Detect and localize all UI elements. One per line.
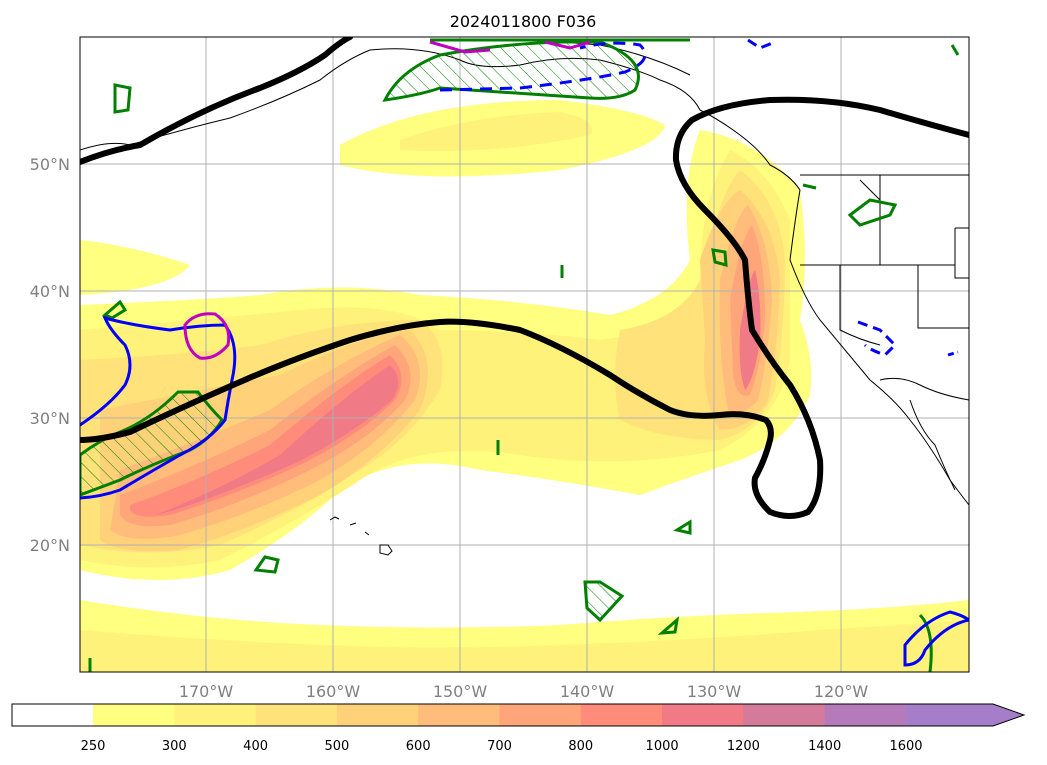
lon-tick-label: 140°W — [560, 682, 615, 701]
colorbar-tick-label: 700 — [487, 739, 512, 754]
magenta-contours — [183, 40, 591, 360]
colorbar-swatch — [255, 704, 338, 726]
lat-tick-label: 40°N — [30, 282, 70, 301]
colorbar-tick-label: 500 — [324, 739, 349, 754]
gridlines — [80, 37, 969, 672]
colorbar-tick-label: 600 — [406, 739, 431, 754]
lon-tick-label: 130°W — [687, 682, 742, 701]
colorbar-swatch — [336, 704, 419, 726]
colorbar-swatch — [174, 704, 257, 726]
lon-tick-label: 150°W — [433, 682, 488, 701]
colorbar-tick-label: 1600 — [889, 739, 922, 754]
map-area — [80, 37, 969, 672]
colorbar-tick-label: 800 — [568, 739, 593, 754]
colorbar-swatch — [499, 704, 582, 726]
map-frame — [79, 36, 970, 673]
map-title: 2024011800 F036 — [450, 12, 597, 31]
lon-tick-label: 120°W — [814, 682, 869, 701]
lat-tick-label: 50°N — [30, 155, 70, 174]
colorbar-swatch — [12, 704, 94, 726]
colorbar: 250 300 400 500 600 700 800 1000 1200 1400 1600 — [11, 703, 1026, 754]
lat-tick-label: 20°N — [30, 536, 70, 555]
colorbar-tick-label: 400 — [243, 739, 268, 754]
colorbar-swatch — [662, 704, 744, 726]
ivt-shading — [80, 100, 969, 672]
colorbar-swatch — [418, 704, 500, 726]
colorbar-tick-label: 1200 — [727, 739, 760, 754]
colorbar-tick-label: 300 — [162, 739, 187, 754]
green-contours — [80, 38, 960, 672]
lat-tick-label: 30°N — [30, 409, 70, 428]
colorbar-extend-swatch — [906, 704, 1024, 726]
lon-axis-labels: 170°W 160°W 150°W 140°W 130°W 120°W — [179, 682, 869, 701]
colorbar-outline — [11, 703, 1026, 727]
black-contours — [80, 37, 969, 519]
colorbar-swatch — [824, 704, 907, 726]
lon-tick-label: 160°W — [306, 682, 361, 701]
colorbar-swatch — [743, 704, 826, 726]
lat-axis-labels: 50°N 40°N 30°N 20°N — [30, 155, 70, 555]
colorbar-tick-label: 250 — [81, 739, 106, 754]
colorbar-tick-label: 1400 — [808, 739, 841, 754]
colorbar-swatch — [580, 704, 663, 726]
colorbar-swatches — [11, 703, 1026, 727]
colorbar-swatch — [93, 704, 175, 726]
colorbar-tick-label: 1000 — [646, 739, 679, 754]
lon-tick-label: 170°W — [179, 682, 234, 701]
colorbar-labels: 250 300 400 500 600 700 800 1000 1200 1400 1600 — [81, 739, 923, 754]
